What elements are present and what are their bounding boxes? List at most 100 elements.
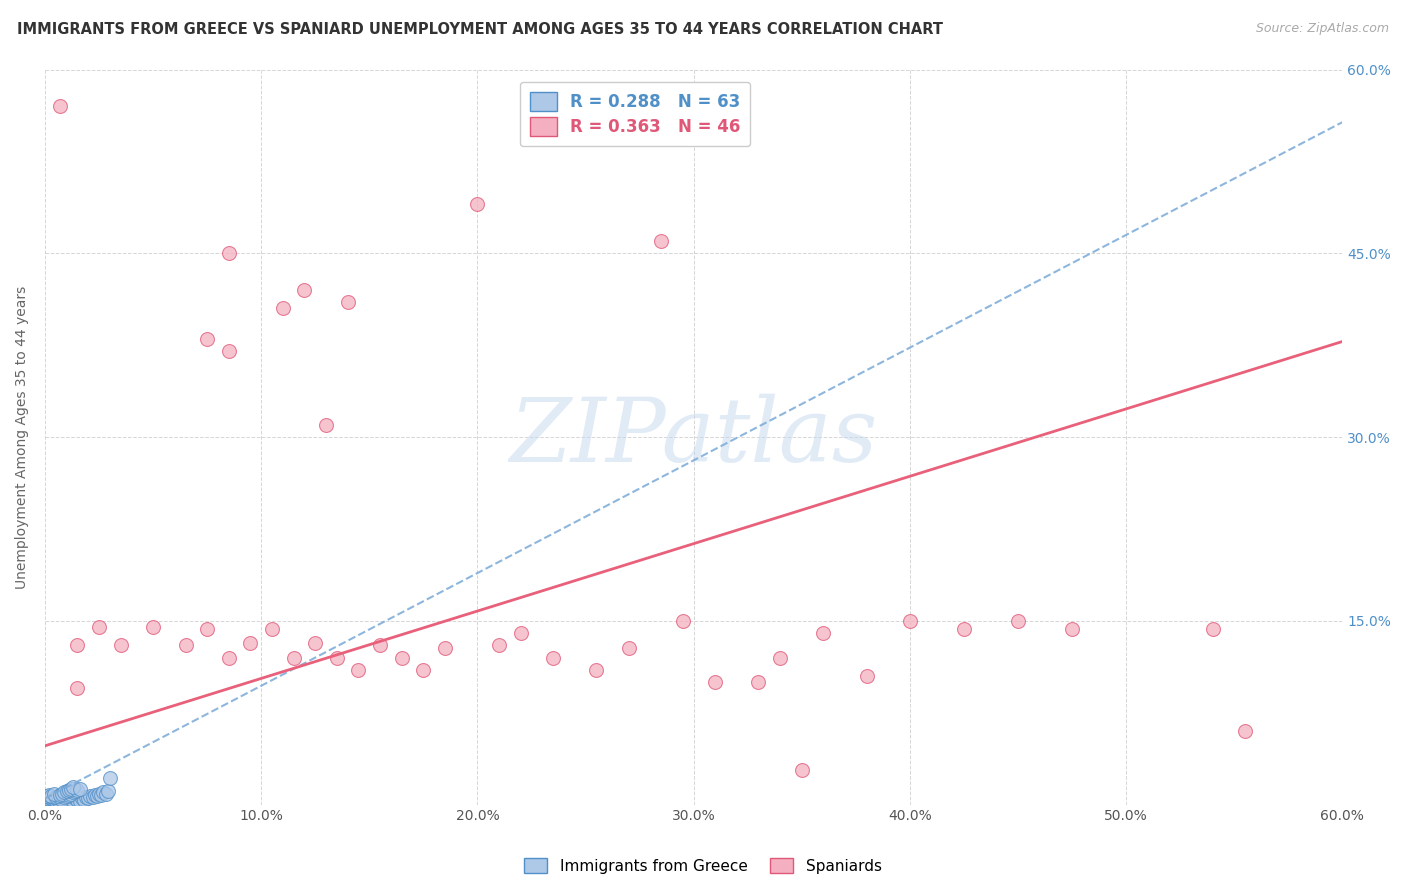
Point xyxy=(304,636,326,650)
Point xyxy=(195,332,218,346)
Point xyxy=(41,789,63,803)
Point xyxy=(58,783,80,797)
Point xyxy=(53,785,76,799)
Point xyxy=(294,283,316,297)
Point xyxy=(195,623,218,637)
Point xyxy=(37,793,59,807)
Point xyxy=(37,789,59,803)
Point xyxy=(617,640,640,655)
Point xyxy=(271,301,294,316)
Point xyxy=(315,417,337,432)
Point xyxy=(38,790,60,805)
Point xyxy=(142,620,165,634)
Point xyxy=(585,663,607,677)
Point xyxy=(49,791,72,805)
Point xyxy=(58,793,80,807)
Point xyxy=(62,785,84,799)
Point xyxy=(45,790,67,805)
Point xyxy=(1233,724,1256,739)
Point xyxy=(110,638,132,652)
Point xyxy=(347,663,370,677)
Point xyxy=(66,783,89,797)
Point xyxy=(650,234,672,248)
Point xyxy=(55,794,77,808)
Point xyxy=(93,785,115,799)
Point xyxy=(283,650,305,665)
Point xyxy=(391,650,413,665)
Point xyxy=(45,797,67,811)
Point xyxy=(97,784,120,798)
Point xyxy=(336,295,359,310)
Point xyxy=(49,788,72,802)
Point xyxy=(813,626,835,640)
Point xyxy=(326,650,349,665)
Text: IMMIGRANTS FROM GREECE VS SPANIARD UNEMPLOYMENT AMONG AGES 35 TO 44 YEARS CORREL: IMMIGRANTS FROM GREECE VS SPANIARD UNEMP… xyxy=(17,22,943,37)
Point xyxy=(53,795,76,809)
Point xyxy=(62,794,84,808)
Point xyxy=(59,787,82,801)
Point xyxy=(239,636,262,650)
Point xyxy=(69,794,91,808)
Point xyxy=(42,795,65,809)
Point xyxy=(433,640,456,655)
Point xyxy=(53,790,76,805)
Point xyxy=(769,650,792,665)
Point xyxy=(38,788,60,802)
Point xyxy=(59,795,82,809)
Point xyxy=(49,99,72,113)
Point xyxy=(70,791,93,805)
Point xyxy=(51,793,73,807)
Point xyxy=(42,787,65,801)
Y-axis label: Unemployment Among Ages 35 to 44 years: Unemployment Among Ages 35 to 44 years xyxy=(15,285,30,589)
Point xyxy=(75,790,97,805)
Point xyxy=(41,797,63,811)
Point xyxy=(46,795,69,809)
Point xyxy=(38,795,60,809)
Point xyxy=(51,797,73,811)
Point xyxy=(87,787,110,801)
Point xyxy=(42,790,65,805)
Point xyxy=(66,638,89,652)
Point xyxy=(41,791,63,805)
Point xyxy=(42,793,65,807)
Point xyxy=(66,793,89,807)
Point xyxy=(1201,623,1223,637)
Point xyxy=(218,246,240,260)
Point xyxy=(77,791,100,805)
Point xyxy=(98,771,121,785)
Point xyxy=(1060,623,1083,637)
Point xyxy=(488,638,510,652)
Point xyxy=(46,793,69,807)
Point xyxy=(218,650,240,665)
Point xyxy=(83,788,105,802)
Point xyxy=(368,638,391,652)
Point xyxy=(509,626,531,640)
Point xyxy=(260,623,283,637)
Point xyxy=(672,614,695,628)
Point xyxy=(46,789,69,803)
Point xyxy=(45,794,67,808)
Point xyxy=(412,663,434,677)
Point xyxy=(953,623,976,637)
Point xyxy=(855,669,877,683)
Point xyxy=(747,675,769,690)
Point xyxy=(704,675,727,690)
Point xyxy=(66,681,89,696)
Point xyxy=(37,791,59,805)
Point xyxy=(467,197,489,211)
Point xyxy=(174,638,197,652)
Point xyxy=(69,781,91,796)
Point xyxy=(51,787,73,801)
Legend: Immigrants from Greece, Spaniards: Immigrants from Greece, Spaniards xyxy=(519,852,887,880)
Point xyxy=(87,620,110,634)
Point xyxy=(79,789,101,803)
Point xyxy=(94,787,117,801)
Point xyxy=(898,614,921,628)
Point xyxy=(38,794,60,808)
Point xyxy=(49,794,72,808)
Point xyxy=(65,784,87,798)
Point xyxy=(65,791,87,805)
Text: ZIPatlas: ZIPatlas xyxy=(509,393,877,481)
Point xyxy=(86,789,108,803)
Point xyxy=(59,781,82,796)
